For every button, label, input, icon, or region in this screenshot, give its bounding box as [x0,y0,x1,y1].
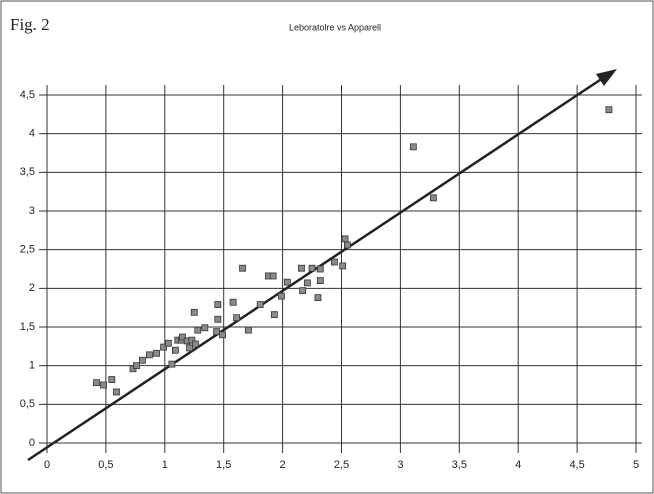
point [164,339,172,347]
point [605,106,613,114]
y-tick-label: 0,5 [20,398,35,410]
x-tick-label: 0,5 [98,459,113,471]
point [256,301,264,308]
x-tick-label: 1,5 [216,459,231,471]
point [409,143,417,151]
point [194,326,202,334]
x-tick-label: 2 [280,459,286,471]
point [339,262,347,270]
point [229,298,237,306]
x-tick-label: 3 [397,459,403,471]
trend-arrow [27,69,617,462]
point [188,336,196,344]
point [93,379,100,387]
y-tick-label: 2 [29,282,35,294]
point [331,258,338,266]
point [245,326,252,334]
point [314,294,322,302]
point [201,324,209,332]
x-tick-label: 5 [633,459,639,471]
point [214,315,222,323]
point [269,272,277,280]
point [153,349,160,357]
point [113,388,120,396]
point [213,328,221,336]
y-tick-label: 1 [29,360,35,372]
point [192,340,199,348]
figure-label: Fig. 2 [10,15,50,34]
point [278,292,285,300]
x-tick-label: 3,5 [452,459,467,471]
point [186,344,193,352]
x-tick-label: 0 [44,459,50,471]
y-tick-label: 2,5 [20,244,35,256]
point [341,235,349,243]
x-tick-label: 4 [515,459,521,471]
point [108,376,116,383]
x-tick-label: 2,5 [334,459,349,471]
point [146,351,153,359]
point [308,264,316,272]
point [139,356,146,364]
point [299,287,307,295]
y-tick-label: 1,5 [20,321,35,333]
point [133,362,140,370]
x-tick-label: 1 [162,459,168,471]
chart-title: Leboratolre vs Apparell [289,22,381,32]
point [219,331,226,339]
point [172,346,179,354]
point [298,264,305,272]
point [316,277,324,285]
point [190,308,198,316]
point [214,301,222,308]
point [179,333,186,341]
point [429,194,437,202]
point [168,360,176,368]
point [270,311,278,319]
arrow-head [596,69,617,86]
y-tick-label: 4 [29,128,35,140]
point [303,279,311,287]
point [239,264,246,272]
point [316,265,324,273]
point [160,343,168,351]
x-tick-label: 4,5 [569,459,584,471]
point [283,278,291,286]
y-tick-label: 3 [29,205,35,217]
point [343,241,351,249]
point [100,381,107,389]
y-tick-label: 4,5 [20,89,35,101]
y-tick-label: 3,5 [20,166,35,178]
point [233,314,241,322]
y-tick-label: 0 [29,437,35,449]
